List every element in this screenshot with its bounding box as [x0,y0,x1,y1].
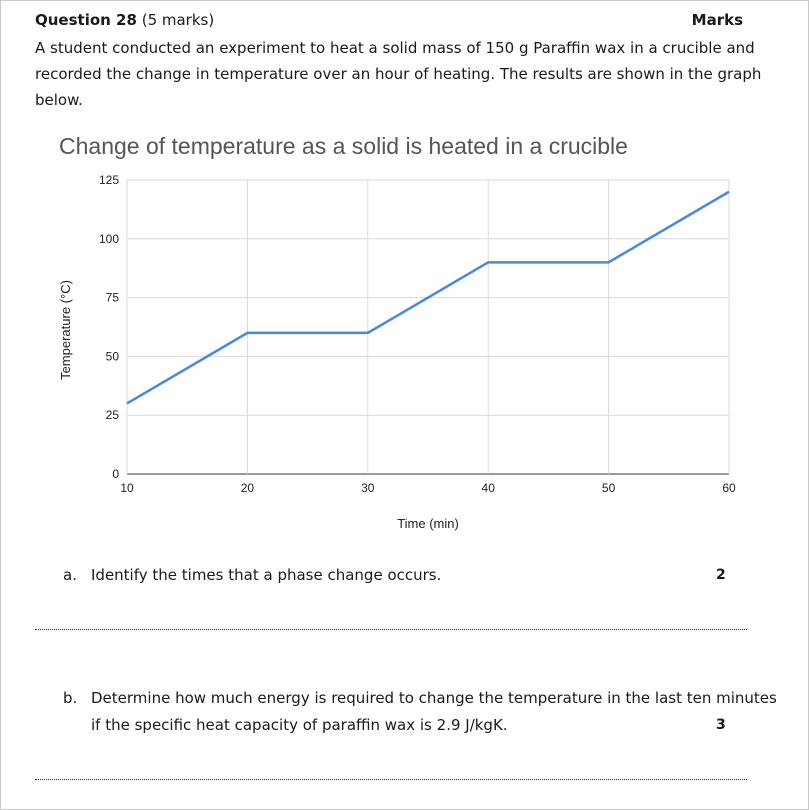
question-marks: (5 marks) [141,11,215,29]
part-b-text-line1: Determine how much energy is required to… [91,689,777,707]
question-intro: A student conducted an experiment to hea… [35,39,762,109]
part-b-letter: b. [63,689,78,707]
question-heading: Question 28 (5 marks) [35,11,214,29]
part-a-letter: a. [63,566,77,584]
marks-header: Marks [691,11,743,29]
part-b-marks: 3 [716,717,726,733]
question-label: Question 28 [35,11,137,29]
answer-line-b[interactable] [35,779,747,780]
part-a: a. Identify the times that a phase chang… [63,562,743,589]
part-b: b. Determine how much energy is required… [63,685,783,741]
part-a-text: Identify the times that a phase change o… [91,566,442,584]
answer-line-a[interactable] [35,629,747,630]
part-a-marks: 2 [716,567,726,583]
part-b-text-line2: if the specific heat capacity of paraffi… [91,716,508,734]
